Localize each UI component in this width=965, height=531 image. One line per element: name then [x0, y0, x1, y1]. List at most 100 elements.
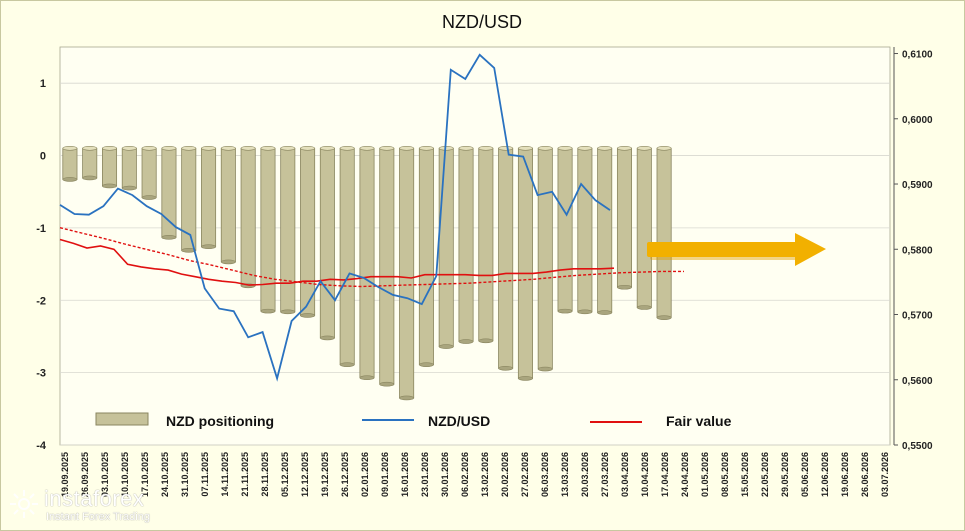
right-tick-label: 0,5500 [902, 441, 933, 452]
left-tick-label: 1 [40, 78, 46, 90]
positioning-bar [141, 146, 157, 200]
bar-bottom [141, 195, 157, 200]
bar-body [260, 147, 276, 312]
x-tick-label: 27.03.2026 [600, 452, 610, 497]
positioning-bar [597, 146, 613, 315]
positioning-bar [636, 146, 652, 310]
bar-bottom [280, 309, 296, 315]
bar-bottom [359, 375, 375, 381]
positioning-bar [240, 146, 256, 289]
x-tick-label: 13.02.2026 [480, 452, 490, 497]
bar-bottom [319, 335, 335, 341]
positioning-bar [656, 146, 672, 320]
bar-body [458, 147, 474, 342]
bar-body [102, 147, 118, 187]
bar-top [458, 146, 474, 151]
bar-bottom [161, 235, 177, 240]
x-tick-label: 06.03.2026 [540, 452, 550, 497]
x-tick-label: 08.05.2026 [720, 452, 730, 497]
bar-bottom [577, 309, 593, 315]
bar-bottom [557, 308, 573, 314]
positioning-bar [201, 146, 217, 250]
x-tick-label: 13.03.2026 [560, 452, 570, 497]
bar-top [379, 146, 395, 151]
bar-top [141, 146, 157, 151]
positioning-bar [359, 146, 375, 381]
left-tick-label: -3 [36, 368, 46, 380]
x-tick-label: 12.06.2026 [820, 452, 830, 497]
left-tick-label: -2 [36, 295, 46, 307]
x-tick-label: 26.09.2025 [80, 452, 90, 497]
chart-title: NZD/USD [442, 12, 522, 32]
positioning-bar [458, 146, 474, 344]
x-tick-label: 10.10.2025 [120, 452, 130, 497]
bar-body [300, 147, 316, 316]
bar-bottom [636, 305, 652, 310]
bar-bottom [498, 365, 514, 371]
bar-body [201, 147, 217, 248]
x-tick-label: 19.09.2025 [60, 452, 70, 497]
fair-value-line [59, 238, 615, 286]
x-tick-label: 26.12.2025 [340, 452, 350, 497]
x-tick-label: 17.04.2026 [660, 452, 670, 497]
bar-top [656, 146, 672, 151]
series-lines [59, 53, 684, 382]
bar-body [240, 147, 256, 287]
positioning-bar [280, 146, 296, 315]
bar-bottom [102, 183, 117, 189]
x-tick-label: 05.06.2026 [800, 452, 810, 497]
bar-bottom [121, 185, 137, 191]
bar-top [102, 146, 117, 151]
positioning-bar [181, 146, 197, 253]
bar-top [280, 146, 296, 151]
x-tick-label: 19.12.2025 [320, 452, 330, 497]
bar-top [419, 146, 434, 151]
positioning-bar [300, 146, 316, 318]
forecast-arrow-annotation [647, 233, 826, 266]
positioning-bar [438, 146, 454, 349]
bar-bottom [656, 315, 672, 320]
bar-bottom [518, 376, 533, 381]
bar-bottom [339, 362, 355, 367]
right-tick-label: 0,5600 [902, 376, 933, 387]
positioning-bar [82, 146, 98, 181]
bar-bottom [82, 175, 98, 181]
bar-bottom [399, 395, 415, 401]
right-tick-label: 0,6100 [902, 50, 933, 61]
right-tick-label: 0,5900 [902, 180, 933, 191]
instaforex-logo-icon [10, 490, 38, 518]
legend: NZD positioning NZD/USD Fair value [95, 412, 732, 429]
bar-top [300, 146, 315, 151]
x-tick-label: 03.07.2026 [880, 452, 890, 497]
bar-bottom [617, 284, 632, 290]
bar-top [62, 146, 78, 151]
bar-body [82, 147, 98, 179]
legend-label-nzdusd: NZD/USD [428, 413, 490, 429]
x-tick-label: 26.06.2026 [860, 452, 870, 497]
bar-body [616, 147, 633, 288]
x-tick-label: 29.05.2026 [780, 452, 790, 497]
bar-top [557, 146, 573, 151]
positioning-bar [577, 146, 593, 315]
bar-top [82, 146, 98, 151]
x-axis: 19.09.2025 26.09.2025 03.10.2025 10.10.2025… [60, 452, 890, 497]
x-tick-label: 30.01.2026 [440, 452, 450, 497]
bar-top [240, 146, 256, 151]
bar-body [379, 147, 395, 385]
positioning-bar [557, 146, 573, 314]
x-tick-label: 14.11.2025 [220, 452, 230, 497]
positioning-bar [220, 146, 236, 265]
bar-bottom [201, 244, 216, 250]
bar-top [161, 146, 177, 151]
bar-top [617, 146, 632, 151]
bar-body [339, 147, 355, 366]
x-tick-label: 15.05.2026 [740, 452, 750, 497]
bar-top [201, 146, 216, 151]
positioning-bar [517, 146, 533, 381]
grid-lines [60, 82, 890, 446]
left-tick-label: -4 [36, 440, 47, 452]
bar-body [597, 147, 613, 313]
positioning-bar [319, 146, 335, 341]
x-tick-label: 20.03.2026 [580, 452, 590, 497]
